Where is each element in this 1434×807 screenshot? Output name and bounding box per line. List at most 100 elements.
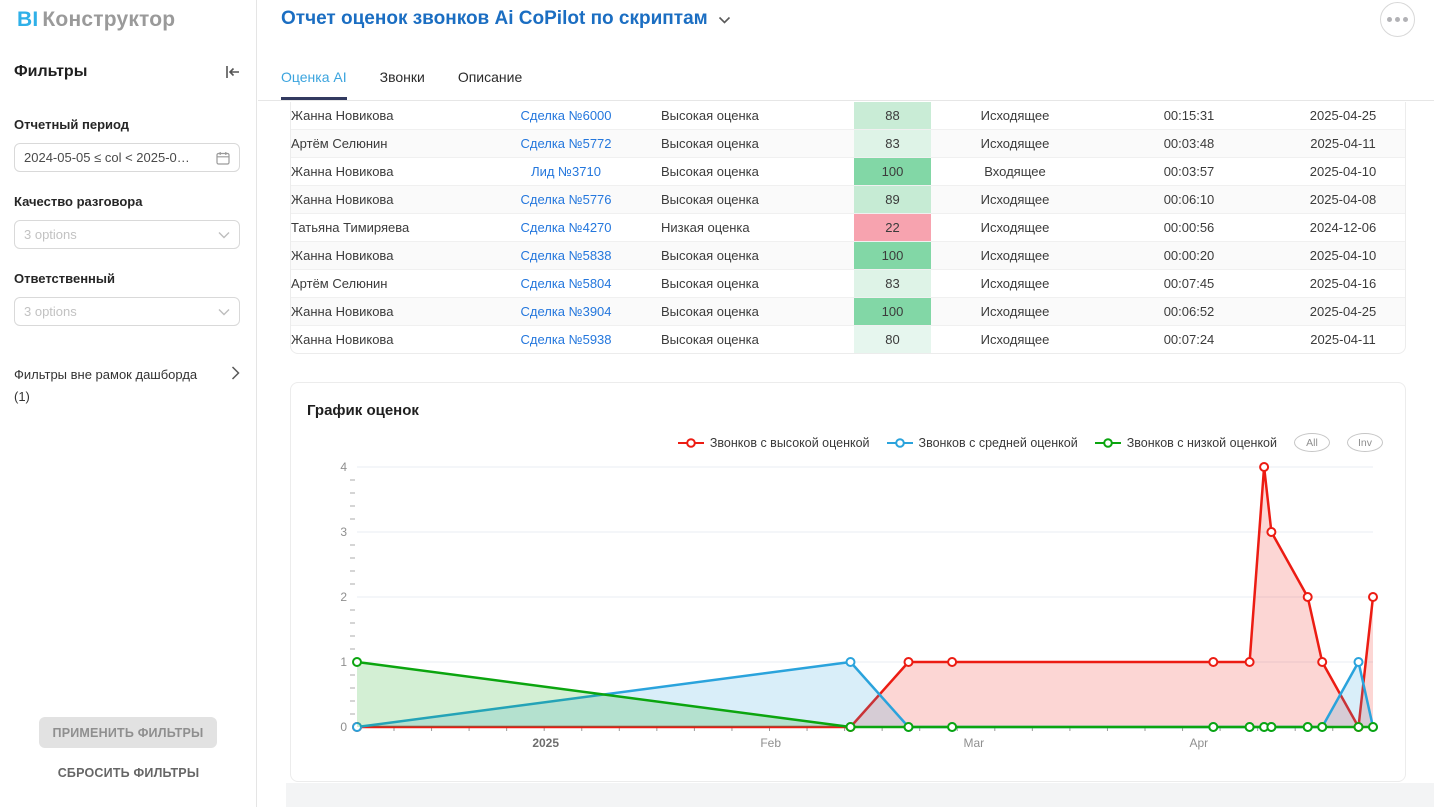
outer-filters-toggle[interactable]: Фильтры вне рамок дашборда [14, 366, 240, 383]
filters-title: Фильтры [14, 63, 88, 80]
apply-filters-button[interactable]: ПРИМЕНИТЬ ФИЛЬТРЫ [39, 717, 217, 748]
deal-link[interactable]: Сделка №4270 [520, 220, 612, 235]
tab-calls[interactable]: Звонки [379, 69, 425, 85]
chevron-right-icon [231, 366, 240, 383]
cell-date: 2025-04-11 [1279, 325, 1405, 353]
responsible-filter-select[interactable]: 3 options [14, 297, 240, 326]
cell-responsible: Артём Селюнин [291, 129, 471, 158]
deal-link[interactable]: Сделка №5776 [520, 192, 612, 207]
score-chart-card: График оценок Звонков с высокой оценкой З… [290, 382, 1406, 782]
legend-item-0[interactable]: Звонков с высокой оценкой [677, 435, 870, 450]
cell-responsible: Жанна Новикова [291, 297, 471, 326]
cell-date: 2025-04-25 [1309, 108, 1377, 123]
table-row: Жанна Новикова Сделка №6000 Высокая оценка… [291, 102, 1405, 130]
chart-title: График оценок [307, 402, 419, 419]
legend-button-inv[interactable]: Inv [1347, 433, 1383, 452]
cell-quality: Высокая оценка [661, 108, 759, 123]
cell-direction: Исходящее [931, 213, 1099, 242]
table-row: Артём Селюнин Сделка №5772 Высокая оценка 8… [291, 129, 1405, 158]
cell-quality: Высокая оценка [661, 157, 854, 186]
deal-link[interactable]: Сделка №5838 [520, 248, 612, 263]
chart-legend: Звонков с высокой оценкой Звонков с средн… [677, 433, 1383, 452]
svg-text:2: 2 [340, 590, 347, 604]
quality-filter-label: Качество разговора [14, 194, 143, 209]
cell-responsible: Жанна Новикова [291, 241, 471, 270]
table-row: Жанна Новикова Сделка №3904 Высокая оценка… [291, 297, 1405, 326]
cell-date: 2025-04-10 [1279, 157, 1405, 186]
dashboard-content: Жанна Новикова Сделка №6000 Высокая оценка… [258, 101, 1434, 807]
page-title: Отчет оценок звонков Ai CoPilot по скрип… [281, 8, 708, 29]
deal-link[interactable]: Сделка №5772 [520, 136, 612, 151]
cell-quality: Высокая оценка [661, 269, 854, 298]
legend-line-icon [886, 437, 913, 448]
cell-score: 88 [854, 102, 931, 130]
logo-bi: BI [17, 8, 39, 31]
table-row: Жанна Новикова Лид №3710 Высокая оценка 100… [291, 157, 1405, 186]
cell-score: 22 [854, 213, 931, 242]
cell-deal: Сделка №5772 [471, 129, 661, 158]
cell-deal: Сделка №6000 [471, 102, 661, 130]
calendar-icon [216, 151, 230, 165]
table-row: Жанна Новикова Сделка №5838 Высокая оценка… [291, 241, 1405, 270]
cell-responsible: Жанна Новикова [291, 185, 471, 214]
cell-quality: Высокая оценка [661, 241, 854, 270]
cell-direction: Исходящее [931, 185, 1099, 214]
svg-text:0: 0 [340, 720, 347, 734]
more-options-button[interactable] [1380, 2, 1415, 37]
cell-score: 89 [854, 185, 931, 214]
cell-quality: Высокая оценка [661, 185, 854, 214]
cell-direction: Исходящее [931, 297, 1099, 326]
deal-link[interactable]: Лид №3710 [531, 164, 601, 179]
responsible-filter-placeholder: 3 options [24, 304, 77, 319]
legend-item-1[interactable]: Звонков с средней оценкой [886, 435, 1078, 450]
cell-duration: 00:00:20 [1099, 241, 1279, 270]
cell-deal: Сделка №5776 [471, 185, 661, 214]
cell-duration: 00:03:48 [1099, 129, 1279, 158]
outer-filters-label: Фильтры вне рамок дашборда [14, 367, 198, 382]
svg-text:1: 1 [340, 655, 347, 669]
tab-description[interactable]: Описание [457, 69, 523, 85]
svg-text:Feb: Feb [760, 736, 781, 750]
quality-filter-select[interactable]: 3 options [14, 220, 240, 249]
legend-item-2[interactable]: Звонков с низкой оценкой [1094, 436, 1277, 450]
main-area: Отчет оценок звонков Ai CoPilot по скрип… [258, 0, 1434, 807]
table-row: Жанна Новикова Сделка №5938 Высокая оценка… [291, 325, 1405, 353]
cell-responsible: Артём Селюнин [291, 269, 471, 298]
cell-duration: 00:07:24 [1099, 325, 1279, 353]
score-chart: 0 1 2 3 4 2025 Feb Mar Apr [340, 460, 1378, 750]
table-row: Жанна Новикова Сделка №5776 Высокая оценка… [291, 185, 1405, 214]
cell-deal: Сделка №5938 [471, 325, 661, 353]
sidebar-filters: BI Конструктор Фильтры Отчетный период 20… [0, 0, 257, 807]
calls-table: Жанна Новикова Сделка №6000 Высокая оценка… [291, 102, 1405, 353]
cell-quality: Высокая оценка [661, 129, 854, 158]
legend-line-icon [1094, 437, 1121, 448]
legend-button-all[interactable]: All [1294, 433, 1330, 452]
app-logo: BI Конструктор [17, 8, 175, 32]
deal-link[interactable]: Сделка №6000 [520, 108, 612, 123]
logo-name: Конструктор [42, 8, 176, 31]
cell-responsible: Жанна Новикова [291, 157, 471, 186]
report-period-input[interactable]: 2024-05-05 ≤ col < 2025-0… [14, 143, 240, 172]
cell-quality: Низкая оценка [661, 213, 854, 242]
cell-score: 83 [854, 269, 931, 298]
legend-label: Звонков с высокой оценкой [709, 435, 870, 450]
legend-label: Звонков с средней оценкой [918, 435, 1078, 450]
cell-date: 2025-04-08 [1279, 185, 1405, 214]
deal-link[interactable]: Сделка №5938 [520, 332, 612, 347]
cell-quality: Высокая оценка [661, 297, 854, 326]
tab-ai-score[interactable]: Оценка AI [281, 69, 347, 100]
cell-responsible: Жанна Новикова [291, 108, 394, 123]
svg-text:2025: 2025 [532, 736, 559, 750]
collapse-sidebar-icon[interactable] [224, 64, 242, 80]
deal-link[interactable]: Сделка №3904 [520, 304, 612, 319]
cell-score: 83 [854, 129, 931, 158]
responsible-filter-label: Ответственный [14, 271, 115, 286]
cell-deal: Сделка №5804 [471, 269, 661, 298]
reset-filters-button[interactable]: СБРОСИТЬ ФИЛЬТРЫ [57, 766, 200, 780]
calls-table-card: Жанна Новикова Сделка №6000 Высокая оценка… [290, 102, 1406, 354]
title-chevron-down-icon[interactable] [718, 16, 731, 25]
outer-filters-count: (1) [14, 389, 30, 404]
chevron-down-icon [218, 231, 230, 239]
deal-link[interactable]: Сделка №5804 [520, 276, 612, 291]
